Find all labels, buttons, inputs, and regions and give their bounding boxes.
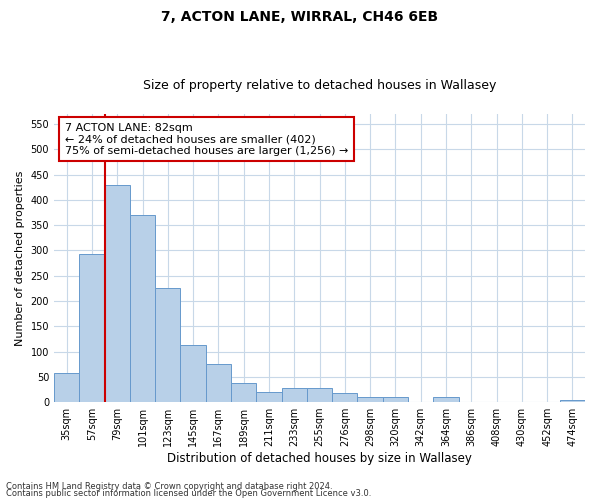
Bar: [231, 383, 256, 402]
Bar: [206, 364, 231, 402]
Bar: [130, 215, 155, 402]
Text: 7 ACTON LANE: 82sqm
← 24% of detached houses are smaller (402)
75% of semi-detac: 7 ACTON LANE: 82sqm ← 24% of detached ho…: [65, 122, 348, 156]
Bar: [383, 397, 408, 402]
Y-axis label: Number of detached properties: Number of detached properties: [15, 170, 25, 346]
Bar: [104, 185, 130, 402]
Title: Size of property relative to detached houses in Wallasey: Size of property relative to detached ho…: [143, 79, 496, 92]
Bar: [433, 397, 458, 402]
Text: Contains public sector information licensed under the Open Government Licence v3: Contains public sector information licen…: [6, 490, 371, 498]
Bar: [281, 388, 307, 402]
Bar: [358, 397, 383, 402]
Bar: [79, 254, 104, 402]
X-axis label: Distribution of detached houses by size in Wallasey: Distribution of detached houses by size …: [167, 452, 472, 465]
Bar: [307, 388, 332, 402]
Bar: [181, 345, 206, 402]
Text: 7, ACTON LANE, WIRRAL, CH46 6EB: 7, ACTON LANE, WIRRAL, CH46 6EB: [161, 10, 439, 24]
Bar: [256, 392, 281, 402]
Bar: [560, 400, 585, 402]
Bar: [332, 394, 358, 402]
Bar: [54, 374, 79, 402]
Text: Contains HM Land Registry data © Crown copyright and database right 2024.: Contains HM Land Registry data © Crown c…: [6, 482, 332, 491]
Bar: [155, 288, 181, 402]
